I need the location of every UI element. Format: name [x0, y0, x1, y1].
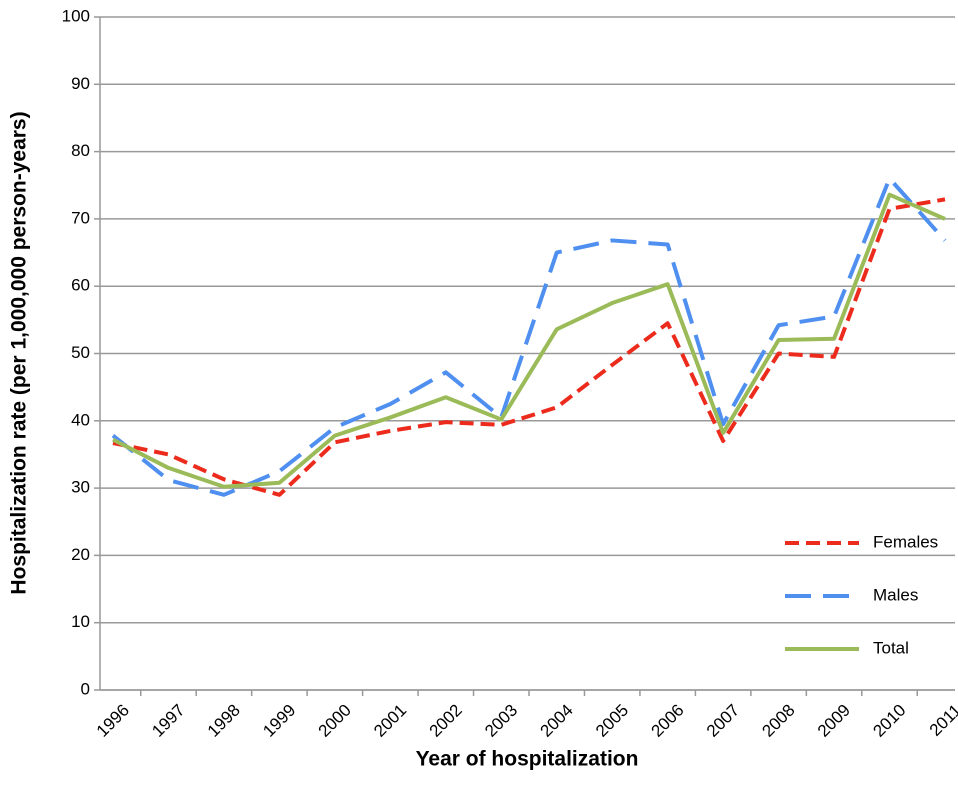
- series-line: [112, 197, 946, 497]
- x-tick-label: 2001: [370, 701, 410, 741]
- x-tick-label: 2005: [592, 701, 632, 741]
- x-tick-label: 2006: [647, 701, 687, 741]
- x-axis-title: Year of hospitalization: [416, 748, 639, 771]
- y-tick-label: 20: [71, 545, 90, 564]
- y-tick-label: 40: [71, 410, 90, 429]
- y-tick-label: 0: [81, 679, 90, 698]
- y-tick-label: 90: [71, 74, 90, 93]
- y-tick-label: 100: [62, 6, 90, 25]
- x-tick-label: 2007: [703, 701, 743, 741]
- legend-label: Total: [873, 638, 909, 657]
- x-tick-label: 2003: [481, 701, 521, 741]
- x-tick-label: 1998: [204, 701, 244, 741]
- legend-label: Males: [873, 585, 918, 604]
- x-tick-label: 2002: [426, 701, 466, 741]
- x-tick-label: 1996: [93, 701, 133, 741]
- series-line: [111, 176, 947, 497]
- x-tick-label: 2008: [758, 701, 798, 741]
- legend-label: Females: [873, 532, 938, 551]
- x-tick-label: 2000: [315, 701, 355, 741]
- x-tick-label: 1997: [148, 701, 188, 741]
- x-tick-label: 1999: [259, 701, 299, 741]
- x-tick-label: 2004: [537, 701, 577, 741]
- y-tick-label: 60: [71, 276, 90, 295]
- y-tick-label: 70: [71, 208, 90, 227]
- y-tick-label: 80: [71, 141, 90, 160]
- x-tick-label: 2010: [869, 701, 909, 741]
- series-line: [112, 192, 946, 489]
- x-tick-label: 2011: [926, 701, 958, 740]
- y-tick-label: 30: [71, 478, 90, 497]
- x-tick-label: 2009: [814, 701, 854, 741]
- y-tick-label: 10: [71, 612, 90, 631]
- y-axis-title: Hospitalization rate (per 1,000,000 pers…: [8, 111, 31, 594]
- y-tick-label: 50: [71, 343, 90, 362]
